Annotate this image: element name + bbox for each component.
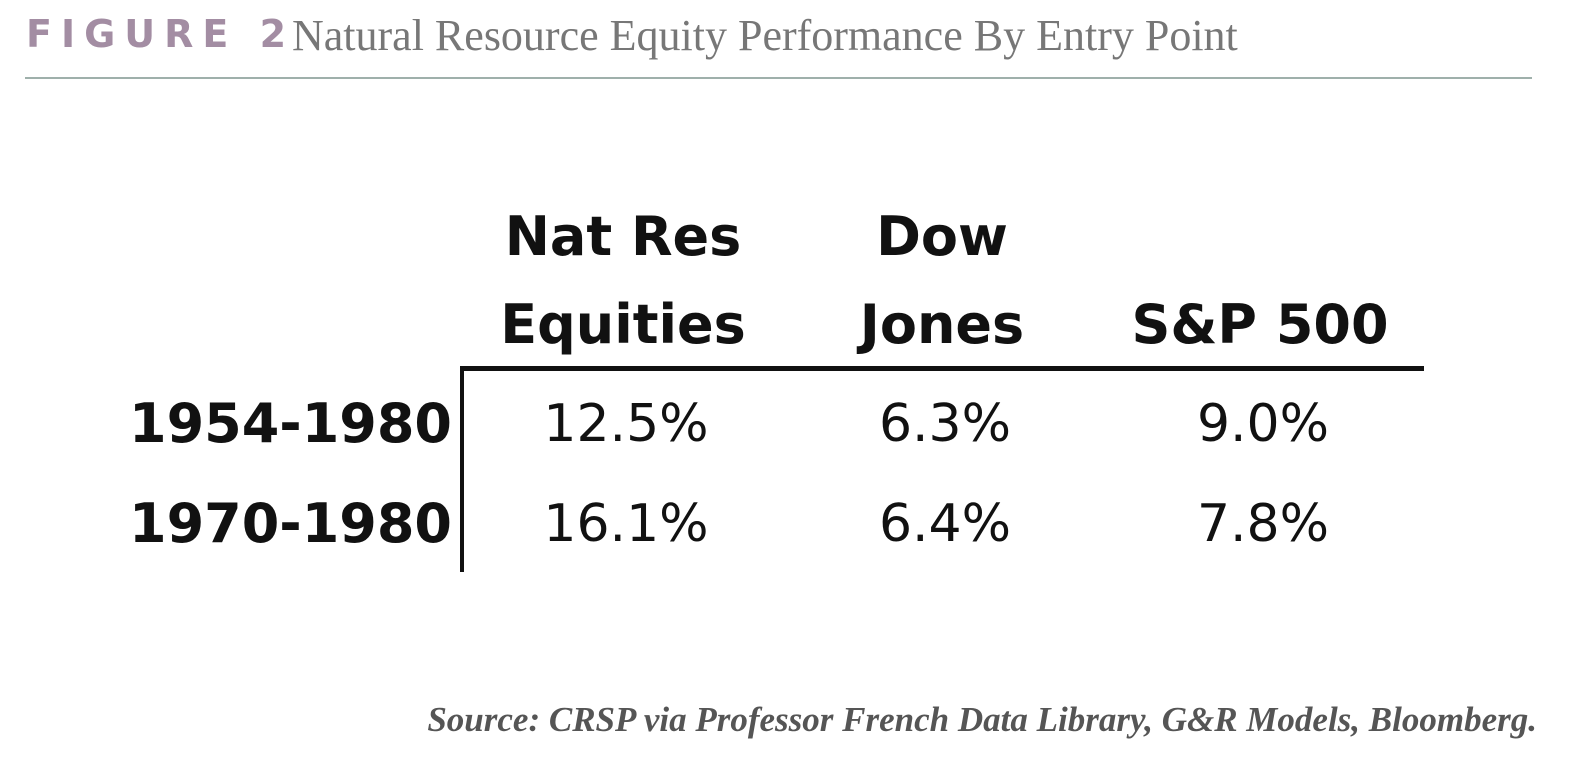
table-cell: 6.4%	[878, 494, 1012, 554]
source-note: Source: CRSP via Professor French Data L…	[427, 700, 1537, 739]
row-label: 1954-1980	[129, 392, 452, 455]
table-cell: 16.1%	[543, 494, 709, 554]
column-header: Dow	[876, 205, 1008, 268]
column-header: Nat Res	[504, 205, 742, 268]
header-rule	[25, 77, 1532, 79]
column-header: Jones	[859, 293, 1025, 356]
figure-label: FIGURE 2	[26, 12, 296, 56]
figure-title: Natural Resource Equity Performance By E…	[292, 11, 1238, 60]
header-underline	[461, 366, 1424, 371]
row-label: 1970-1980	[129, 492, 452, 555]
column-header: Equities	[500, 293, 746, 356]
table-cell: 7.8%	[1196, 494, 1330, 554]
table-cell: 9.0%	[1196, 394, 1330, 454]
column-header: S&P 500	[1131, 293, 1389, 356]
row-divider	[460, 366, 464, 572]
table-cell: 12.5%	[543, 394, 709, 454]
table-cell: 6.3%	[878, 394, 1012, 454]
